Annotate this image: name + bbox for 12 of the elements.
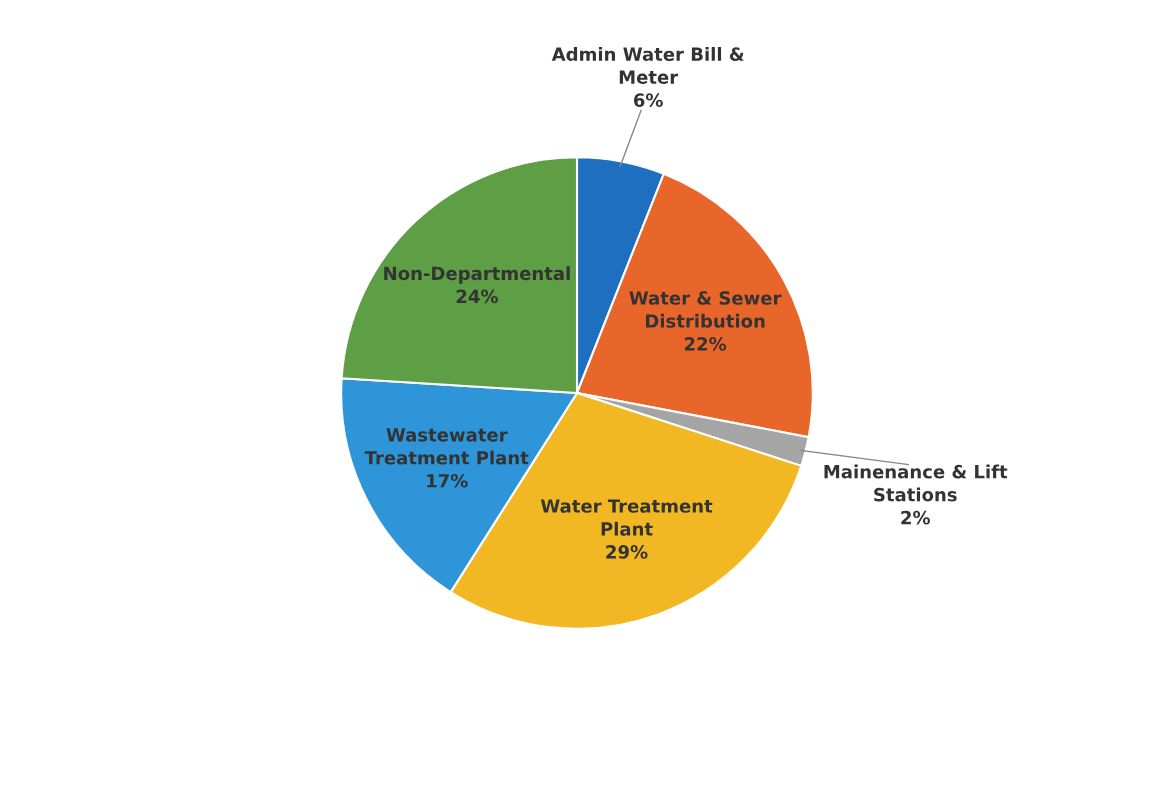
slice-label: Mainenance & Lift Stations [824,464,1008,502]
slice-label: Non-Departmental [384,266,570,284]
data-label: 2% [901,510,930,525]
slice-label: Water & Sewer Distribution [629,291,782,328]
data-label: 22% [684,337,727,351]
slice-label: Water Treatment Plant [540,499,713,536]
data-label: 6% [633,93,663,107]
data-label: 17% [427,473,468,488]
slice-label: Admin Water Bill & Meter [551,47,744,84]
data-label: 24% [456,289,498,304]
data-label: 29% [606,545,648,559]
slice-label: Wastewater Treatment Plant [364,428,529,465]
